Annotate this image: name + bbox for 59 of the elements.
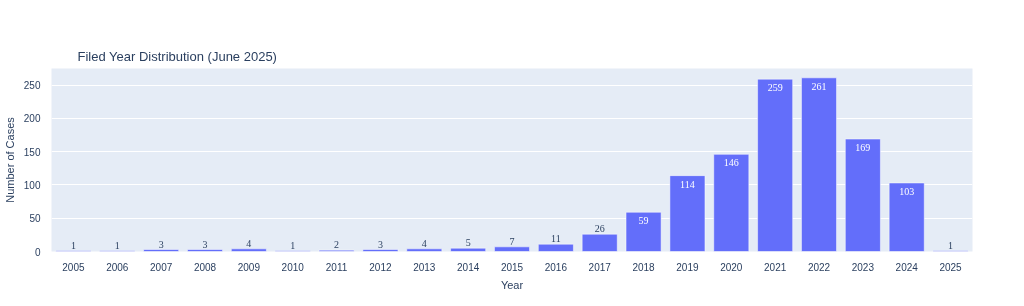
x-tick-label: 2009 xyxy=(237,261,261,273)
x-tick-label: 2013 xyxy=(413,261,436,273)
x-tick-label: 2020 xyxy=(720,261,743,273)
x-tick-label: 2022 xyxy=(807,261,831,273)
x-tick-label: 2024 xyxy=(895,261,919,273)
y-tick-label: 250 xyxy=(23,80,41,92)
x-axis-title: Year xyxy=(500,278,524,291)
bar xyxy=(231,248,267,252)
x-tick-label: 2015 xyxy=(500,261,524,273)
x-tick-label: 2010 xyxy=(281,261,305,273)
data-label: 261 xyxy=(811,80,827,92)
data-label: 26 xyxy=(594,223,605,235)
data-label: 169 xyxy=(855,142,871,154)
data-label: 7 xyxy=(509,235,515,247)
x-tick-label: 2012 xyxy=(369,261,392,273)
data-label: 114 xyxy=(680,178,695,190)
bar xyxy=(406,248,443,252)
data-label: 2 xyxy=(334,239,340,251)
x-tick-label: 2005 xyxy=(62,261,85,273)
data-label: 1 xyxy=(114,239,120,251)
y-tick-label: 50 xyxy=(29,213,41,225)
bar xyxy=(494,246,530,252)
chart-title: Filed Year Distribution (June 2025) xyxy=(77,48,277,64)
bar xyxy=(538,243,574,252)
data-label: 3 xyxy=(158,238,164,250)
data-label: 1 xyxy=(290,239,296,251)
x-tick-label: 2006 xyxy=(106,261,129,273)
x-tick-label: 2014 xyxy=(457,261,480,273)
x-tick-label: 2021 xyxy=(764,261,787,273)
x-tick-label: 2016 xyxy=(544,261,568,273)
y-tick-label: 150 xyxy=(23,146,41,158)
y-tick-label: 200 xyxy=(23,113,41,125)
x-tick-label: 2025 xyxy=(939,261,963,273)
bar xyxy=(581,233,618,252)
x-tick-label: 2008 xyxy=(193,261,217,273)
y-axis-title: Number of Cases xyxy=(3,116,16,203)
data-label: 4 xyxy=(246,237,252,249)
data-label: 1 xyxy=(948,239,954,251)
x-tick-label: 2023 xyxy=(851,261,875,273)
data-label: 4 xyxy=(421,237,427,249)
data-label: 11 xyxy=(551,233,561,245)
x-tick-label: 2017 xyxy=(588,261,612,273)
x-tick-label: 2007 xyxy=(150,261,173,273)
bar xyxy=(143,249,179,252)
data-label: 103 xyxy=(899,185,915,197)
data-label: 59 xyxy=(638,215,649,227)
bar xyxy=(362,249,399,252)
data-label: 5 xyxy=(465,237,471,249)
y-tick-label: 100 xyxy=(23,179,41,191)
data-label: 1 xyxy=(70,239,76,251)
x-tick-label: 2018 xyxy=(632,261,656,273)
bar xyxy=(187,249,223,252)
data-label: 259 xyxy=(767,82,783,94)
data-label: 3 xyxy=(377,238,383,250)
data-label: 3 xyxy=(202,238,208,250)
x-tick-label: 2011 xyxy=(325,261,348,273)
y-tick-label: 0 xyxy=(34,246,41,258)
data-label: 146 xyxy=(723,157,739,169)
x-tick-label: 2019 xyxy=(676,261,699,273)
